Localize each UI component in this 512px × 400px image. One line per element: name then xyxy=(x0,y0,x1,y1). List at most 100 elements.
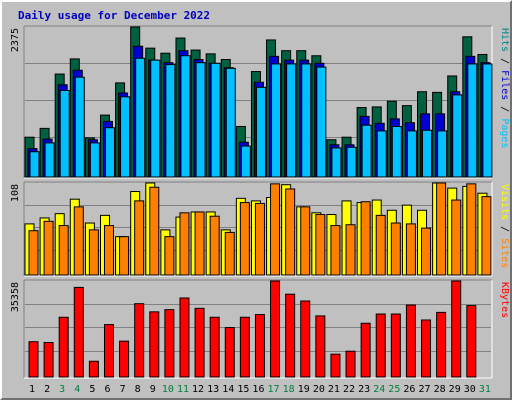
bar-kbytes-14 xyxy=(224,327,235,378)
bar-sites-15 xyxy=(239,202,250,276)
x-tick-label: 2 xyxy=(44,384,50,395)
bar-sites-4 xyxy=(73,206,84,276)
x-tick-label: 1 xyxy=(29,384,35,395)
series-sites xyxy=(28,182,492,276)
bar-kbytes-27 xyxy=(421,319,432,378)
bar-kbytes-15 xyxy=(239,316,250,378)
side-label-pages: Pages xyxy=(499,118,510,148)
side-label: KBytes xyxy=(499,282,510,318)
bar-pages-31 xyxy=(482,63,493,178)
x-tick-label: 12 xyxy=(192,384,204,395)
bar-pages-28 xyxy=(437,130,448,178)
x-tick-label: 13 xyxy=(207,384,219,395)
bar-sites-22 xyxy=(345,224,356,276)
side-label-files: Files xyxy=(499,70,510,100)
bar-pages-21 xyxy=(331,147,342,178)
bar-sites-7 xyxy=(119,236,130,276)
bar-pages-22 xyxy=(346,146,357,178)
side-label: Hits / Files / Pages xyxy=(499,28,510,148)
y-max-label: 2375 xyxy=(10,28,21,52)
bar-sites-27 xyxy=(421,227,432,276)
bar-sites-29 xyxy=(451,199,462,276)
bar-kbytes-22 xyxy=(345,350,356,378)
chart-title: Daily usage for December 2022 xyxy=(18,9,210,22)
bar-kbytes-9 xyxy=(149,311,160,378)
panel-hits-files-pages: 2375 Hits / Files / Pages xyxy=(10,25,510,179)
bar-kbytes-20 xyxy=(315,315,326,378)
bar-kbytes-5 xyxy=(88,360,99,378)
x-tick-label: 29 xyxy=(449,384,461,395)
side-label-visits: Visits xyxy=(499,184,510,220)
bar-kbytes-3 xyxy=(58,316,69,378)
bar-sites-3 xyxy=(58,225,69,276)
bar-pages-18 xyxy=(286,63,297,178)
bar-pages-30 xyxy=(467,63,478,178)
bar-pages-4 xyxy=(74,76,85,178)
x-tick-label: 9 xyxy=(150,384,156,395)
bar-pages-26 xyxy=(406,130,417,178)
bar-kbytes-19 xyxy=(300,300,311,378)
bar-sites-6 xyxy=(103,225,114,276)
x-tick-label: 22 xyxy=(343,384,355,395)
y-max-label: 35358 xyxy=(10,282,21,312)
x-tick-label: 14 xyxy=(222,384,234,395)
bar-pages-6 xyxy=(104,127,115,178)
x-tick-label: 30 xyxy=(464,384,476,395)
bar-pages-3 xyxy=(59,89,70,178)
x-tick-label: 10 xyxy=(162,384,174,395)
bar-sites-18 xyxy=(285,188,296,276)
x-tick-label: 11 xyxy=(177,384,189,395)
bar-sites-19 xyxy=(300,206,311,276)
bar-pages-23 xyxy=(361,124,372,178)
bar-pages-24 xyxy=(376,130,387,178)
x-tick-label: 6 xyxy=(104,384,110,395)
bar-sites-26 xyxy=(405,223,416,276)
bar-sites-21 xyxy=(330,225,341,276)
bar-pages-14 xyxy=(225,67,236,178)
bar-kbytes-12 xyxy=(194,307,205,378)
bar-sites-10 xyxy=(164,236,175,276)
panel-visits-sites: 108 Visits / Sites xyxy=(10,181,510,277)
bar-kbytes-2 xyxy=(43,342,54,378)
bar-pages-16 xyxy=(255,86,266,178)
bar-sites-12 xyxy=(194,211,205,276)
bar-kbytes-30 xyxy=(466,305,477,378)
bar-pages-20 xyxy=(316,66,327,178)
bar-pages-29 xyxy=(452,94,463,178)
x-tick-label: 5 xyxy=(89,384,95,395)
bar-pages-7 xyxy=(120,96,131,178)
bar-sites-14 xyxy=(224,231,235,276)
x-tick-label: 27 xyxy=(418,384,430,395)
bar-kbytes-6 xyxy=(103,324,114,378)
x-tick-label: 4 xyxy=(74,384,80,395)
bar-sites-13 xyxy=(209,215,220,276)
bar-sites-28 xyxy=(436,182,447,276)
bar-kbytes-10 xyxy=(164,309,175,378)
side-label-hits: Hits xyxy=(499,28,510,52)
side-label-separator: / xyxy=(499,100,510,118)
x-tick-label: 20 xyxy=(313,384,325,395)
bar-sites-20 xyxy=(315,214,326,276)
bar-sites-23 xyxy=(360,201,371,276)
x-tick-label: 26 xyxy=(403,384,415,395)
bar-pages-19 xyxy=(301,63,312,178)
bar-sites-25 xyxy=(390,222,401,276)
bar-kbytes-23 xyxy=(360,322,371,378)
bar-kbytes-26 xyxy=(405,304,416,378)
bar-sites-16 xyxy=(254,202,265,276)
bar-sites-9 xyxy=(149,186,160,276)
bar-kbytes-17 xyxy=(270,280,281,378)
bar-kbytes-4 xyxy=(73,286,84,378)
side-label-kbytes: KBytes xyxy=(499,282,510,318)
bar-pages-2 xyxy=(44,142,55,178)
x-tick-label: 3 xyxy=(59,384,65,395)
x-tick-label: 19 xyxy=(298,384,310,395)
panel-kbytes: 35358 KBytes xyxy=(10,279,510,379)
x-tick-label: 15 xyxy=(237,384,249,395)
bar-kbytes-28 xyxy=(436,311,447,378)
bar-kbytes-7 xyxy=(119,340,130,378)
x-tick-label: 18 xyxy=(283,384,295,395)
bar-sites-2 xyxy=(43,220,54,276)
x-tick-label: 21 xyxy=(328,384,340,395)
